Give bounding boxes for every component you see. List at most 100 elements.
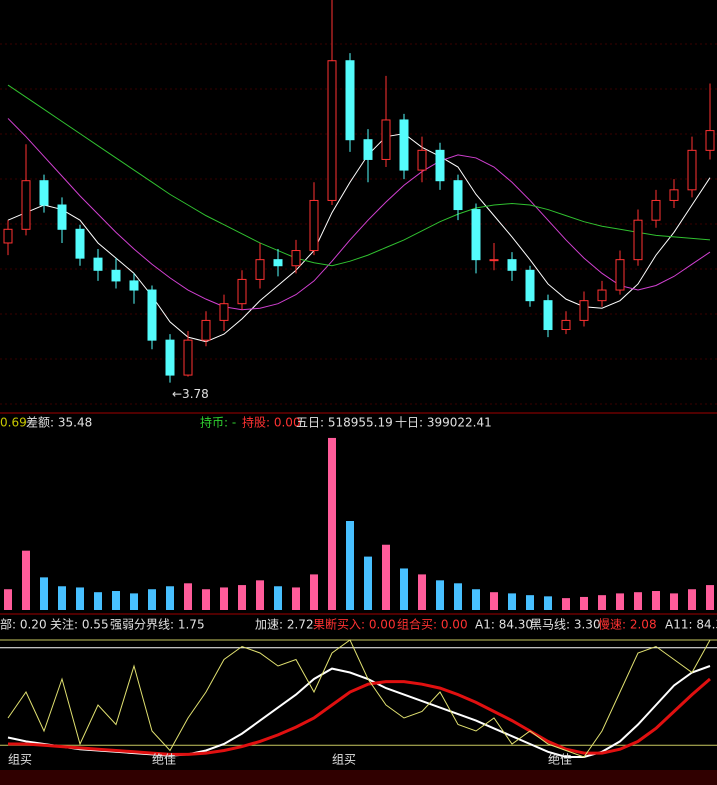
header-text: 十日: 399022.41 bbox=[395, 416, 492, 430]
header-text: A11: 84.3 bbox=[665, 618, 717, 632]
candle-body bbox=[507, 259, 517, 271]
volume-bar bbox=[526, 595, 534, 610]
candle-body bbox=[39, 180, 49, 206]
signal-label: 绝佳 bbox=[548, 752, 572, 767]
candle-body bbox=[165, 339, 175, 376]
candle-body bbox=[633, 219, 643, 261]
volume-bar bbox=[130, 593, 138, 610]
candle-body bbox=[471, 209, 481, 261]
volume-bar bbox=[580, 596, 588, 610]
volume-bar bbox=[328, 437, 336, 610]
volume-bar bbox=[490, 592, 498, 610]
volume-bar bbox=[634, 592, 642, 610]
header-text: 黑马线: 3.30 bbox=[530, 618, 601, 632]
volume-bar bbox=[670, 593, 678, 610]
price-grid bbox=[0, 0, 717, 410]
volume-bar bbox=[166, 586, 174, 610]
candle-body bbox=[201, 319, 211, 341]
volume-bar bbox=[94, 592, 102, 610]
volume-bar bbox=[4, 589, 12, 610]
volume-bar bbox=[274, 586, 282, 610]
header-text: A1: 84.30 bbox=[475, 618, 533, 632]
signal-label: 绝佳 bbox=[152, 752, 176, 767]
volume-bar bbox=[220, 587, 228, 610]
candle-body bbox=[273, 259, 283, 267]
indicator-line bbox=[7, 665, 711, 758]
volume-bar bbox=[310, 574, 318, 610]
header-text: 加速: 2.72 bbox=[255, 618, 314, 632]
header-text: 持币: - bbox=[200, 415, 236, 430]
volume-bar bbox=[76, 587, 84, 610]
candle-body bbox=[489, 259, 499, 262]
signal-strip bbox=[0, 770, 717, 785]
volume-bar bbox=[148, 589, 156, 610]
indicator-line bbox=[7, 133, 711, 343]
candle-body bbox=[345, 60, 355, 141]
header-text: 果断买入: 0.00 bbox=[313, 617, 396, 632]
header-text: 0.69 bbox=[0, 416, 27, 430]
candle-body bbox=[309, 199, 319, 252]
volume-bar bbox=[256, 580, 264, 610]
volume-bar bbox=[598, 595, 606, 610]
indicator-line bbox=[7, 118, 711, 311]
volume-bar bbox=[454, 583, 462, 610]
candle-body bbox=[111, 269, 121, 282]
volume-bar bbox=[364, 556, 372, 610]
volume-bar bbox=[436, 580, 444, 610]
header-text: 五日: 518955.19 bbox=[296, 416, 393, 430]
header-text: 持股: 0.00 bbox=[242, 415, 301, 430]
candle-body bbox=[57, 204, 67, 230]
volume-bar bbox=[112, 591, 120, 610]
volume-bar bbox=[292, 587, 300, 610]
volume-bar bbox=[706, 585, 714, 610]
volume-bar bbox=[544, 596, 552, 610]
volume-bar bbox=[508, 593, 516, 610]
volume-bar bbox=[562, 598, 570, 610]
volume-bar bbox=[238, 585, 246, 610]
signal-label: 组买 bbox=[332, 753, 356, 767]
candle-body bbox=[327, 60, 337, 201]
header-text: 差额: 35.48 bbox=[26, 416, 92, 430]
candle-body bbox=[129, 280, 139, 291]
candle-body bbox=[417, 149, 427, 171]
volume-bar bbox=[184, 583, 192, 610]
candle-body bbox=[21, 180, 31, 230]
header-text: 组合买: 0.00 bbox=[397, 617, 468, 632]
candle-body bbox=[579, 300, 589, 321]
candle-body bbox=[291, 250, 301, 267]
candle-body bbox=[147, 289, 157, 341]
candle-body bbox=[183, 339, 193, 376]
volume-bar bbox=[616, 593, 624, 610]
volume-bar bbox=[22, 550, 30, 610]
header-text: 部: 0.20 bbox=[0, 617, 47, 632]
candle-body bbox=[93, 257, 103, 271]
candle-body bbox=[255, 259, 265, 280]
candle-body bbox=[615, 259, 625, 291]
volume-bar bbox=[418, 574, 426, 610]
candle-body bbox=[453, 180, 463, 211]
candle-body bbox=[669, 189, 679, 201]
volume-bar bbox=[346, 521, 354, 610]
volume-bar bbox=[382, 544, 390, 610]
candle-body bbox=[219, 303, 229, 321]
volume-bar bbox=[40, 577, 48, 610]
candle-body bbox=[525, 269, 535, 302]
signal-label: 组买 bbox=[8, 753, 32, 767]
candle-body bbox=[543, 300, 553, 331]
candle-body bbox=[381, 119, 391, 160]
indicator-line bbox=[8, 677, 711, 756]
volume-bar bbox=[400, 568, 408, 610]
candle-body bbox=[651, 199, 661, 221]
candle-body bbox=[399, 119, 409, 171]
header-text: 慢速: 2.08 bbox=[598, 618, 657, 632]
candle-body bbox=[561, 319, 571, 331]
candle-body bbox=[363, 139, 373, 160]
header-text: 强弱分界线: 1.75 bbox=[110, 618, 205, 632]
volume-bar bbox=[58, 586, 66, 610]
candle-body bbox=[705, 130, 715, 151]
header-text: 关注: 0.55 bbox=[50, 617, 109, 632]
candle-body bbox=[597, 289, 607, 302]
volume-bar bbox=[472, 589, 480, 610]
candle-body bbox=[237, 278, 247, 305]
